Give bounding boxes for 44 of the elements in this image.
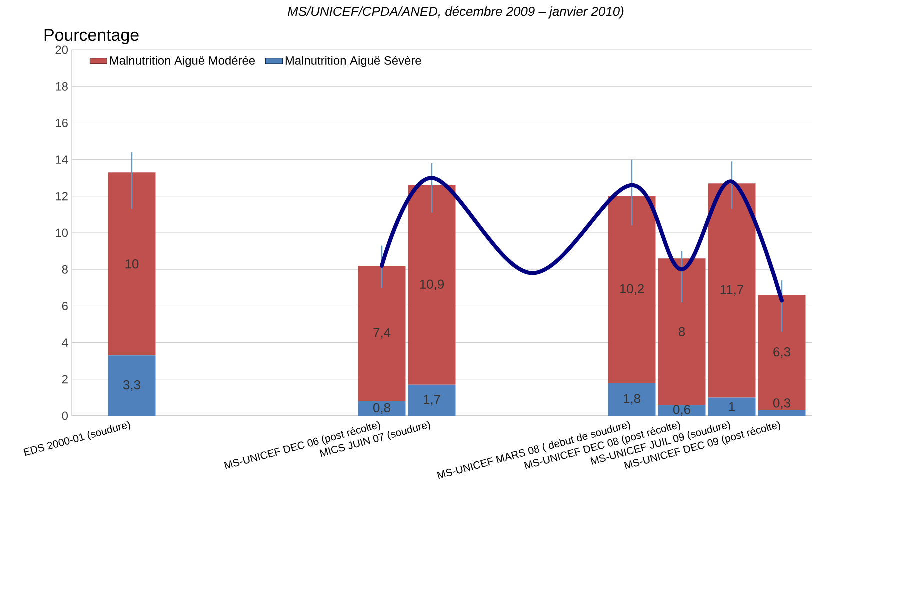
data-label: 10 [126, 260, 139, 269]
data-label: 11,7 [720, 285, 744, 296]
data-label: 6,3 [774, 348, 790, 358]
legend-label: Malnutrition Aiguë Sévère [286, 56, 422, 68]
legend-label: Malnutrition Aiguë Modérée [110, 56, 256, 68]
data-label: 1,7 [424, 395, 440, 406]
data-label: 1 [729, 402, 735, 412]
bar [108, 172, 156, 356]
y-tick-label: 10 [56, 228, 68, 238]
y-tick-label: 4 [62, 338, 68, 347]
data-label: 0,6 [674, 405, 690, 416]
y-tick-label: 20 [56, 46, 68, 54]
y-tick-label: 18 [56, 82, 68, 91]
bar [708, 398, 756, 416]
bar [358, 401, 406, 416]
data-label: 10,9 [420, 280, 444, 290]
bar [408, 384, 456, 416]
data-label: 0,8 [374, 403, 390, 414]
y-axis-title: Pourcentage [44, 29, 139, 44]
bar [758, 410, 806, 416]
data-label: 1,8 [624, 394, 640, 405]
bar [358, 266, 406, 402]
bar [758, 295, 806, 411]
line-series [380, 176, 784, 303]
chart-subtitle: MS/UNICEF/CPDA/ANED, décembre 2009 – janvier 2010) [288, 6, 624, 19]
data-label: 0,3 [774, 398, 790, 410]
data-label: 3,3 [124, 380, 140, 392]
y-tick-label: 0 [62, 412, 68, 420]
y-tick-label: 16 [56, 118, 68, 128]
bar [608, 383, 656, 416]
data-label: 8 [678, 327, 686, 336]
y-tick-label: 12 [56, 192, 68, 201]
data-label: 10,2 [620, 284, 644, 296]
bar [608, 196, 656, 384]
data-label: 7,4 [374, 328, 391, 339]
bar [108, 356, 156, 416]
y-tick-label: 14 [56, 156, 68, 164]
bar [708, 184, 756, 398]
y-tick-label: 2 [62, 375, 68, 384]
bar [658, 258, 706, 406]
bar [658, 405, 706, 416]
y-tick-label: 6 [62, 302, 68, 310]
y-tick-label: 8 [62, 265, 68, 274]
bar [408, 185, 456, 385]
